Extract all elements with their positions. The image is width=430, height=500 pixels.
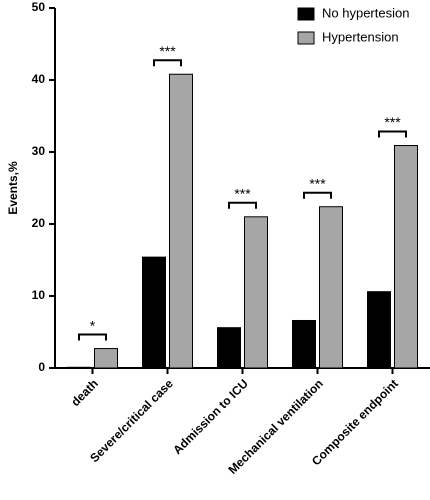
y-tick-label: 30: [32, 144, 46, 158]
legend-text: Hypertension: [322, 29, 399, 44]
significance-label: ***: [159, 43, 176, 59]
significance-label: *: [90, 317, 96, 333]
y-tick-label: 10: [32, 288, 46, 302]
y-tick-label: 40: [32, 72, 46, 86]
significance-label: ***: [234, 186, 251, 202]
significance-label: ***: [309, 175, 326, 191]
legend-text: No hypertesion: [322, 5, 409, 20]
x-tick-label: Admission to ICU: [170, 376, 251, 457]
significance-label: ***: [384, 114, 401, 130]
y-tick-label: 50: [32, 0, 46, 14]
y-tick-label: 20: [32, 216, 46, 230]
bar: [319, 206, 343, 369]
bar: [142, 256, 166, 369]
significance-bracket: [228, 201, 257, 209]
bar: [217, 327, 241, 369]
bar: [367, 291, 391, 369]
significance-bracket: [153, 59, 182, 67]
significance-bracket: [378, 130, 407, 138]
bar: [94, 348, 118, 369]
x-tick-label: Severe/critical case: [87, 376, 176, 465]
bar: [169, 73, 193, 369]
bar: [244, 216, 268, 369]
y-axis-label: Events,%: [6, 161, 20, 215]
y-tick-label: 0: [38, 360, 45, 374]
legend-swatch: [297, 31, 315, 45]
bar: [67, 366, 91, 369]
bar: [394, 145, 418, 369]
x-tick-label: Composite endpoint: [309, 376, 401, 468]
significance-bracket: [78, 333, 107, 341]
significance-bracket: [303, 191, 332, 199]
x-tick-label: death: [68, 376, 101, 409]
legend-swatch: [297, 7, 315, 21]
bar: [292, 319, 316, 369]
